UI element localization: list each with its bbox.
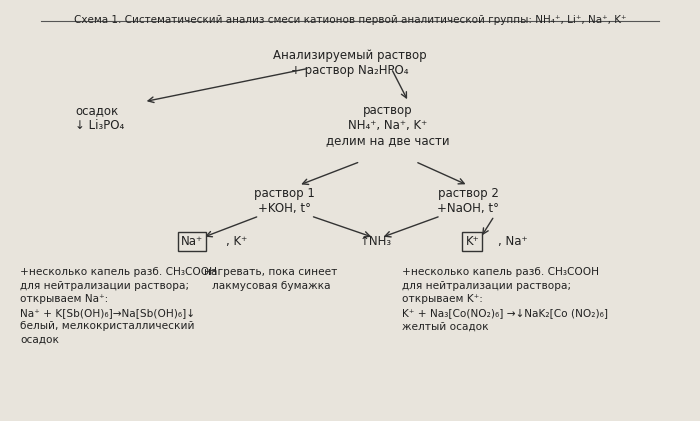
Text: раствор
NH₄⁺, Na⁺, K⁺
делим на две части: раствор NH₄⁺, Na⁺, K⁺ делим на две части — [326, 104, 449, 147]
Text: осадок
↓ Li₃PO₄: осадок ↓ Li₃PO₄ — [75, 104, 125, 132]
Text: ↑NH₃: ↑NH₃ — [360, 235, 392, 248]
Text: +несколько капель разб. CH₃COOH
для нейтрализации раствора;
открываем K⁺:
K⁺ + N: +несколько капель разб. CH₃COOH для нейт… — [402, 267, 608, 331]
Text: Анализируемый раствор
+ раствор Na₂HPO₄: Анализируемый раствор + раствор Na₂HPO₄ — [273, 50, 427, 77]
Text: раствор 1
+KOH, t°: раствор 1 +KOH, t° — [254, 187, 315, 216]
Text: , K⁺: , K⁺ — [226, 235, 248, 248]
Text: нагревать, пока синеет
лакмусовая бумажка: нагревать, пока синеет лакмусовая бумажк… — [204, 267, 337, 290]
Text: раствор 2
+NaOH, t°: раствор 2 +NaOH, t° — [438, 187, 499, 216]
Text: +несколько капель разб. CH₃COOH
для нейтрализации раствора;
открываем Na⁺:
Na⁺ +: +несколько капель разб. CH₃COOH для нейт… — [20, 267, 217, 345]
Text: Схема 1. Систематический анализ смеси катионов первой аналитической группы: NH₄⁺: Схема 1. Систематический анализ смеси ка… — [74, 15, 626, 25]
Text: K⁺: K⁺ — [466, 235, 480, 248]
Text: Na⁺: Na⁺ — [181, 235, 203, 248]
Text: , Na⁺: , Na⁺ — [498, 235, 527, 248]
